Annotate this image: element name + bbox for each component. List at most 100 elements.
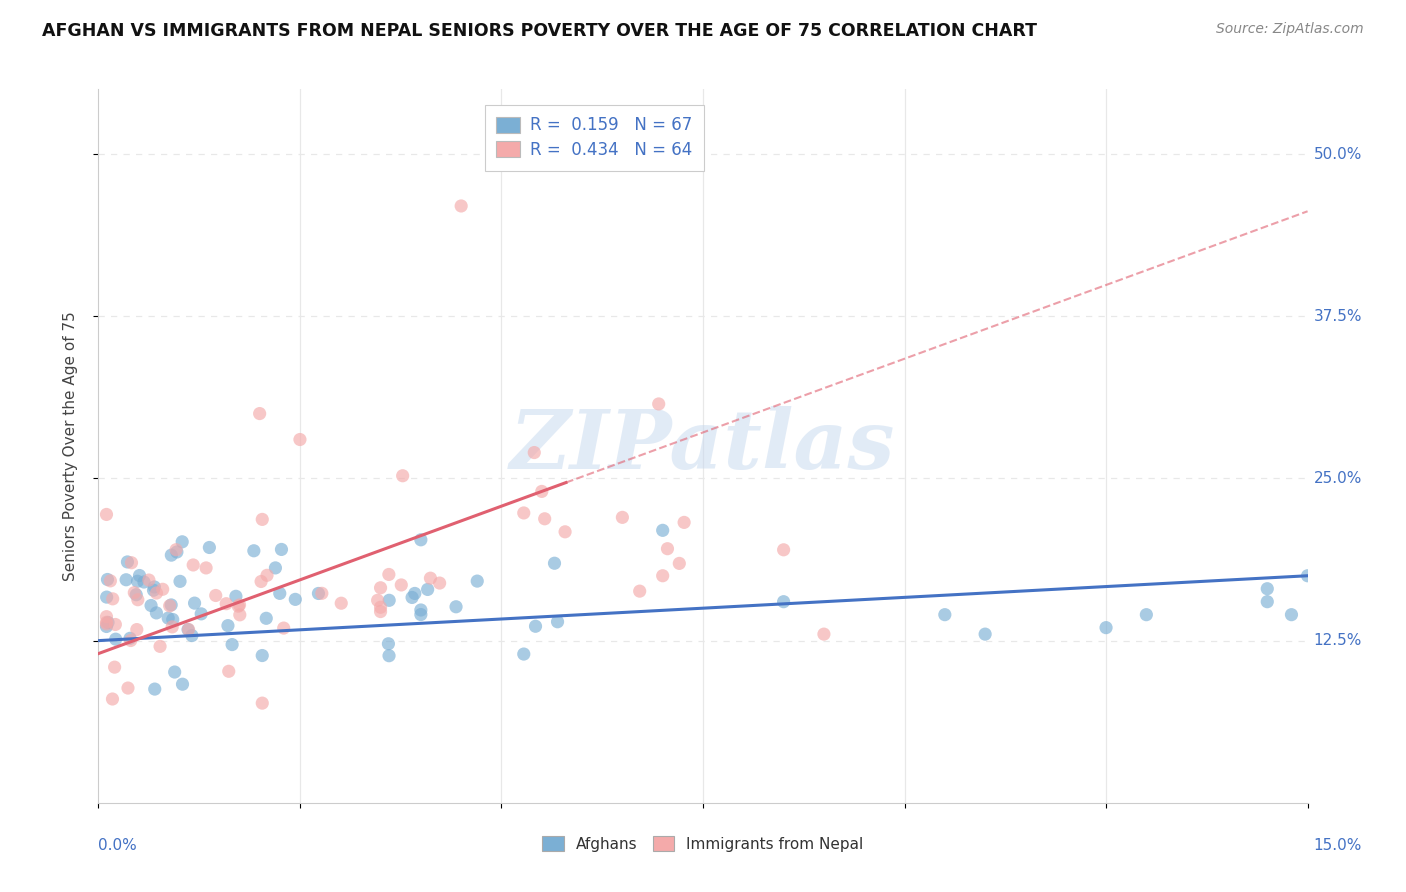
- Point: [367, 593, 389, 607]
- Point: [612, 510, 634, 524]
- Point: [307, 586, 329, 600]
- Point: [401, 591, 423, 605]
- Point: [772, 595, 794, 609]
- Point: [115, 573, 138, 587]
- Point: [101, 591, 124, 606]
- Point: [254, 611, 277, 625]
- Point: [120, 633, 142, 648]
- Point: [465, 574, 488, 588]
- Point: [416, 582, 439, 597]
- Point: [273, 621, 295, 635]
- Point: [269, 586, 291, 600]
- Point: [252, 648, 274, 663]
- Point: [225, 589, 247, 603]
- Point: [160, 548, 183, 562]
- Point: [523, 445, 546, 459]
- Point: [183, 596, 205, 610]
- Point: [974, 627, 997, 641]
- Point: [132, 574, 155, 589]
- Point: [143, 682, 166, 697]
- Point: [101, 692, 124, 706]
- Text: 50.0%: 50.0%: [1313, 146, 1362, 161]
- Point: [252, 696, 274, 710]
- Point: [221, 638, 243, 652]
- Point: [204, 589, 226, 603]
- Point: [121, 556, 143, 570]
- Point: [152, 582, 174, 597]
- Text: AFGHAN VS IMMIGRANTS FROM NEPAL SENIORS POVERTY OVER THE AGE OF 75 CORRELATION C: AFGHAN VS IMMIGRANTS FROM NEPAL SENIORS …: [42, 22, 1038, 40]
- Point: [96, 590, 118, 604]
- Text: 15.0%: 15.0%: [1313, 838, 1362, 854]
- Point: [628, 584, 651, 599]
- Y-axis label: Seniors Poverty Over the Age of 75: Seniors Poverty Over the Age of 75: [63, 311, 77, 581]
- Point: [1256, 595, 1278, 609]
- Point: [104, 632, 127, 647]
- Point: [513, 506, 536, 520]
- Point: [190, 607, 212, 621]
- Point: [145, 586, 167, 600]
- Point: [117, 681, 139, 695]
- Point: [651, 524, 673, 538]
- Point: [125, 623, 148, 637]
- Point: [104, 617, 127, 632]
- Point: [162, 612, 184, 626]
- Point: [96, 609, 118, 624]
- Point: [166, 545, 188, 559]
- Point: [651, 568, 673, 582]
- Point: [409, 603, 432, 617]
- Point: [554, 524, 576, 539]
- Point: [139, 599, 162, 613]
- Point: [127, 574, 149, 589]
- Point: [160, 620, 183, 634]
- Point: [169, 574, 191, 589]
- Point: [218, 665, 240, 679]
- Point: [165, 542, 187, 557]
- Point: [181, 558, 204, 572]
- Point: [215, 597, 238, 611]
- Point: [252, 512, 274, 526]
- Point: [409, 607, 432, 622]
- Point: [934, 607, 956, 622]
- Point: [378, 648, 401, 663]
- Text: Source: ZipAtlas.com: Source: ZipAtlas.com: [1216, 22, 1364, 37]
- Text: 37.5%: 37.5%: [1313, 309, 1362, 324]
- Point: [513, 647, 536, 661]
- Point: [524, 619, 547, 633]
- Text: ZIPatlas: ZIPatlas: [510, 406, 896, 486]
- Point: [264, 561, 287, 575]
- Point: [243, 543, 266, 558]
- Point: [100, 574, 122, 588]
- Point: [813, 627, 835, 641]
- Point: [143, 580, 166, 594]
- Point: [1281, 607, 1303, 622]
- Point: [288, 433, 311, 447]
- Point: [250, 574, 273, 589]
- Point: [391, 468, 413, 483]
- Point: [177, 623, 200, 637]
- Text: 25.0%: 25.0%: [1313, 471, 1362, 486]
- Point: [370, 605, 392, 619]
- Point: [547, 615, 569, 629]
- Text: 12.5%: 12.5%: [1313, 633, 1362, 648]
- Point: [124, 585, 146, 599]
- Point: [530, 484, 553, 499]
- Point: [177, 623, 200, 637]
- Point: [127, 592, 149, 607]
- Point: [163, 665, 186, 679]
- Point: [311, 586, 333, 600]
- Point: [284, 592, 307, 607]
- Point: [377, 637, 399, 651]
- Point: [159, 599, 181, 613]
- Point: [270, 542, 292, 557]
- Point: [249, 407, 271, 421]
- Point: [142, 583, 165, 598]
- Point: [229, 607, 252, 622]
- Point: [673, 516, 696, 530]
- Point: [370, 600, 392, 615]
- Point: [1296, 568, 1319, 582]
- Point: [96, 619, 118, 633]
- Point: [1135, 607, 1157, 622]
- Point: [378, 593, 401, 607]
- Point: [657, 541, 679, 556]
- Point: [543, 556, 565, 570]
